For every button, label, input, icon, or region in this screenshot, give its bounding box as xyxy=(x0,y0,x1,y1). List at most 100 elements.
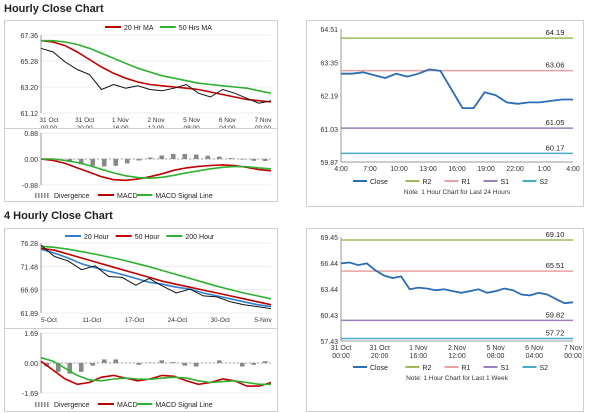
divergence-bar xyxy=(193,154,199,159)
series-line-close xyxy=(340,261,574,305)
legend-label: S2 xyxy=(540,179,549,186)
y-tick-label: 63.35 xyxy=(320,60,338,67)
y-tick-label: 66.44 xyxy=(320,261,338,268)
divergence-bar xyxy=(159,360,165,363)
level-label-r2: 69.10 xyxy=(546,230,565,239)
legend-label: R2 xyxy=(423,365,432,372)
series-line-close xyxy=(40,47,272,104)
legend-swatch-divergence xyxy=(47,402,49,407)
series-line-20-hr-ma xyxy=(40,39,272,103)
legend-swatch-divergence xyxy=(35,402,37,407)
x-tick-label: 16:00 xyxy=(410,353,428,360)
series-line-macd xyxy=(40,158,272,182)
divergence-bar xyxy=(205,155,211,159)
legend-label: MACD Signal Line xyxy=(155,402,212,409)
hourly-24h-chart: 64.51 63.35 62.19 61.03 59.87 64.19 63.06 61.05… xyxy=(306,20,584,207)
legend-swatch-divergence xyxy=(44,402,46,407)
level-label-r1: 65.51 xyxy=(546,261,565,270)
legend-label: R1 xyxy=(462,179,471,186)
divergence-bar xyxy=(262,361,268,363)
x-tick-label: 7:00 xyxy=(363,166,377,173)
y-tick-label: 65.28 xyxy=(20,59,38,66)
divergence-bar xyxy=(113,359,119,363)
x-tick-label: 2 Nov xyxy=(448,345,467,352)
divergence-bar xyxy=(136,363,142,365)
y-tick-label: 61.03 xyxy=(320,127,338,134)
legend-swatch-divergence xyxy=(47,193,49,198)
y-tick-label: -0.88 xyxy=(22,183,38,190)
divergence-bar xyxy=(170,153,176,159)
legend-label: MACD xyxy=(117,402,138,409)
divergence-bar xyxy=(67,363,73,374)
y-tick-label: 64.51 xyxy=(320,27,338,34)
divergence-bar xyxy=(216,156,222,159)
legend-swatch-divergence xyxy=(35,193,37,198)
divergence-bar xyxy=(55,363,61,372)
x-tick-label: 4:00 xyxy=(566,166,580,173)
divergence-bar xyxy=(182,153,188,159)
y-tick-label: 63.44 xyxy=(320,287,338,294)
x-tick-label: 13:00 xyxy=(419,166,437,173)
legend-label: S1 xyxy=(501,179,510,186)
divergence-bar xyxy=(170,362,176,363)
x-tick-label: 31 Oct xyxy=(39,117,58,124)
divergence-bar xyxy=(136,159,142,161)
x-tick-label: 11-Oct xyxy=(82,317,101,324)
x-tick-label: 4:00 xyxy=(334,166,348,173)
divergence-bar xyxy=(78,159,84,165)
section-title-4hourly: 4 Hourly Close Chart xyxy=(4,210,113,222)
legend-swatch-divergence xyxy=(41,193,43,198)
x-tick-label: 31 Oct xyxy=(369,345,390,352)
x-tick-label: 2 Nov xyxy=(148,117,166,124)
hourly-macd-chart: 0.88 0.00 -0.88 Divergence MACD MACD Signal L… xyxy=(4,128,278,202)
divergence-bar xyxy=(78,363,84,372)
x-tick-label: 5 Nov xyxy=(183,117,201,124)
y-tick-label: 0.00 xyxy=(24,361,38,368)
x-tick-label: 7 Nov xyxy=(564,345,583,352)
y-tick-label: 57.43 xyxy=(320,339,338,346)
divergence-bar xyxy=(193,363,199,367)
divergence-bar xyxy=(90,159,96,166)
series-line-macd-signal-line xyxy=(41,158,272,180)
legend-label: 50 Hour xyxy=(135,234,161,241)
y-tick-label: 71.48 xyxy=(20,264,38,271)
x-tick-label: 12:00 xyxy=(148,125,165,130)
series-line-20-hour xyxy=(40,248,272,308)
x-tick-label: 16:00 xyxy=(112,125,129,130)
y-tick-label: 59.87 xyxy=(320,160,338,167)
series-line-close xyxy=(40,244,272,310)
x-tick-label: 24-Oct xyxy=(168,317,188,324)
y-tick-label: 61.12 xyxy=(20,111,38,118)
divergence-bar xyxy=(239,363,245,367)
x-tick-label: 00:00 xyxy=(255,125,272,130)
legend-swatch-divergence xyxy=(38,402,40,407)
x-tick-label: 7 Nov xyxy=(255,117,273,124)
x-tick-label: 6 Nov xyxy=(219,117,237,124)
divergence-bar xyxy=(228,158,234,159)
legend-label: Divergence xyxy=(54,193,90,200)
x-tick-label: 19:00 xyxy=(477,166,495,173)
level-label-s2: 60.17 xyxy=(546,143,565,152)
4hourly-week-chart: 69.45 66.44 63.44 60.43 57.43 69.10 65.51 59.82… xyxy=(306,228,584,412)
chart-note: Note: 1 Hour Chart for Last 1 Week xyxy=(406,375,509,382)
x-tick-label: 08:00 xyxy=(487,353,505,360)
y-tick-label: 67.36 xyxy=(20,33,38,40)
x-tick-label: 04:00 xyxy=(219,125,236,130)
legend-label: MACD Signal Line xyxy=(155,193,212,200)
x-tick-label: 31 Oct xyxy=(331,345,352,352)
level-label-r1: 63.06 xyxy=(546,61,565,70)
x-tick-label: 20:00 xyxy=(77,125,94,130)
x-tick-label: 16:00 xyxy=(448,166,466,173)
y-tick-label: 76.28 xyxy=(20,241,38,248)
legend-label: 50 Hrs MA xyxy=(179,25,212,32)
divergence-bar xyxy=(90,363,96,366)
legend-swatch-divergence xyxy=(44,193,46,198)
y-tick-label: 69.45 xyxy=(320,235,338,242)
x-tick-label: 22:00 xyxy=(506,166,524,173)
x-tick-label: 1:00 xyxy=(537,166,551,173)
divergence-bar xyxy=(182,363,188,366)
x-tick-label: 10:00 xyxy=(390,166,408,173)
divergence-bar xyxy=(101,159,107,167)
section-title-hourly: Hourly Close Chart xyxy=(4,3,104,15)
divergence-bar xyxy=(262,159,268,162)
